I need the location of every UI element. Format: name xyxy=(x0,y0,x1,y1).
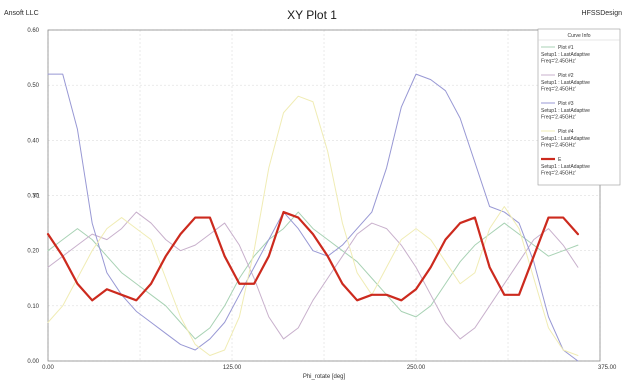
legend-series-detail: Freq='2.45GHz' xyxy=(541,171,576,177)
y-tick-label: 0.40 xyxy=(27,138,39,144)
y-tick-label: 0.20 xyxy=(27,249,39,255)
x-tick-label: 125.00 xyxy=(223,365,242,371)
legend-series-detail: Freq='2.45GHz' xyxy=(541,143,576,149)
legend-series-detail: Setup1 : LastAdaptive xyxy=(541,80,590,86)
axis-ticks: 0.00 0.10 0.20 0.30 0.40 0.50 0.60 0.00 125.00 25… xyxy=(27,28,617,371)
y-tick-label: 0.30 xyxy=(27,194,39,200)
legend-series-name: Plot #2 xyxy=(558,73,574,79)
series-line-1 xyxy=(47,211,579,340)
legend-series-detail: Setup1 : LastAdaptive xyxy=(541,136,590,142)
x-tick-label: 375.00 xyxy=(598,365,617,371)
legend-series-detail: Setup1 : LastAdaptive xyxy=(541,108,590,114)
y-tick-label: 0.50 xyxy=(27,83,39,89)
legend-series-detail: Freq='2.45GHz' xyxy=(541,87,576,93)
series-line-3 xyxy=(47,73,579,362)
legend-series-detail: Setup1 : LastAdaptive xyxy=(541,164,590,170)
y-tick-label: 0.60 xyxy=(27,28,39,34)
legend-series-detail: Freq='2.45GHz' xyxy=(541,115,576,121)
x-tick-label: 0.00 xyxy=(42,365,54,371)
legend-series-detail: Freq='2.45GHz' xyxy=(541,59,576,65)
series-line-4 xyxy=(47,95,579,356)
y-axis-label: Y1 xyxy=(32,194,40,200)
grid-lines xyxy=(47,29,601,362)
legend-series-name: Plot #4 xyxy=(558,129,574,135)
series-lines xyxy=(46,73,580,362)
legend-series-name: Plot #3 xyxy=(558,101,574,107)
y-tick-label: 0.10 xyxy=(27,304,39,310)
x-tick-label: 250.00 xyxy=(407,365,426,371)
design-label: HFSSDesign xyxy=(581,10,622,17)
plot-area-frame xyxy=(47,29,601,362)
legend-series-detail: Setup1 : LastAdaptive xyxy=(541,52,590,58)
legend-series-name: E xyxy=(558,157,562,163)
legend-series-name: Plot #1 xyxy=(558,45,574,51)
x-axis-label: Phi_rotate [deg] xyxy=(303,374,346,380)
series-line-5 xyxy=(46,210,580,302)
series-line-2 xyxy=(47,211,579,340)
legend-title: Curve Info xyxy=(567,33,590,39)
company-label: Ansoft LLC xyxy=(4,10,39,17)
plot-title: XY Plot 1 xyxy=(287,8,337,22)
y-tick-label: 0.00 xyxy=(27,359,39,365)
